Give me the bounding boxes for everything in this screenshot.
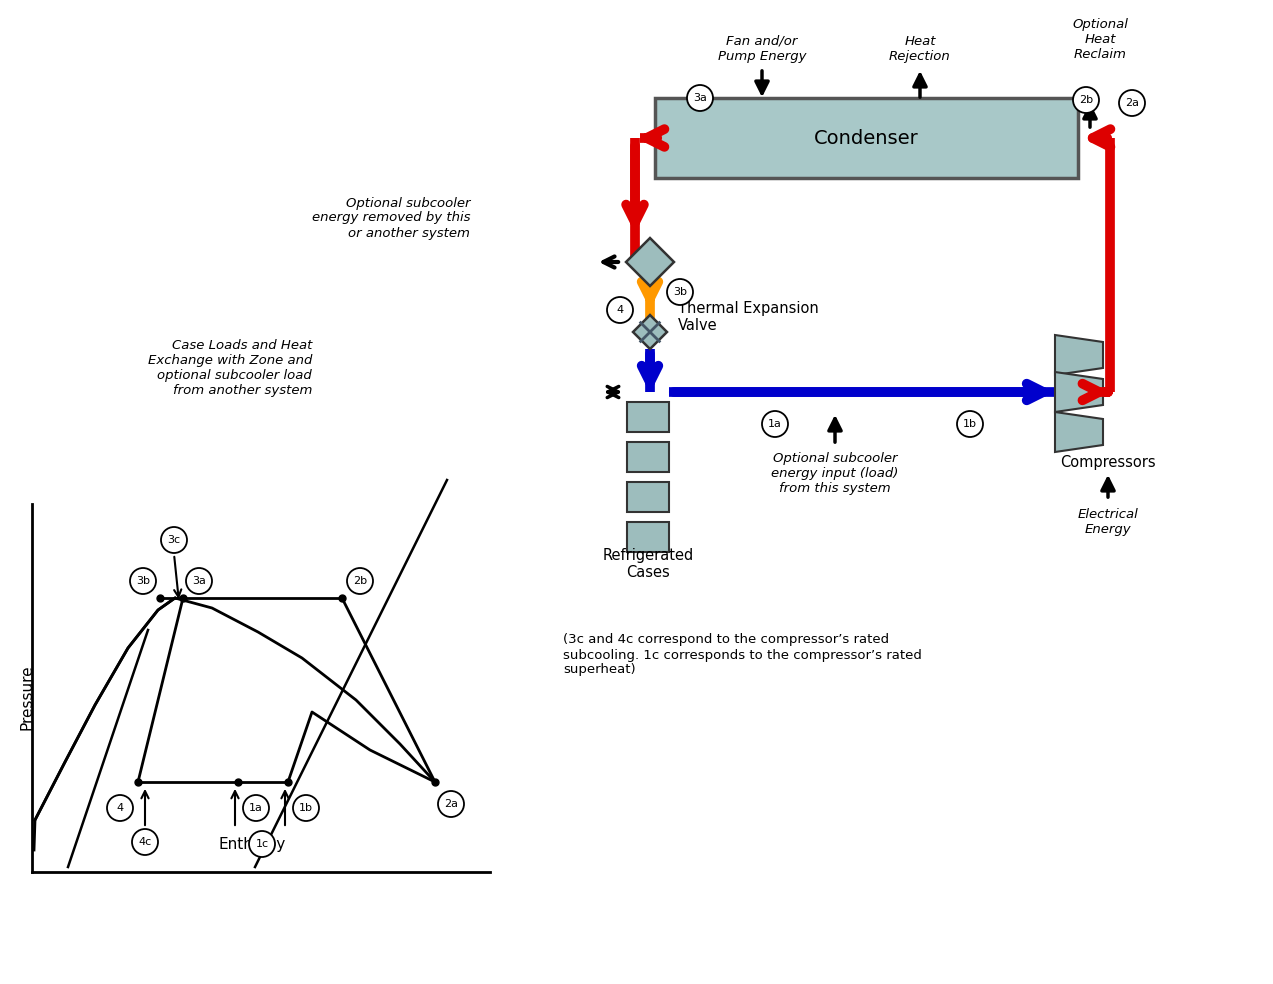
Text: 3b: 3b [673,287,687,297]
Circle shape [1073,87,1099,113]
Text: 2b: 2b [353,576,367,586]
Text: Optional subcooler
energy input (load)
from this system: Optional subcooler energy input (load) f… [771,452,899,495]
Circle shape [243,795,269,821]
FancyBboxPatch shape [628,442,670,472]
Circle shape [293,795,320,821]
Polygon shape [1055,335,1102,375]
Text: 3b: 3b [136,576,150,586]
Circle shape [130,568,157,594]
Text: Condenser: Condenser [815,129,919,148]
Polygon shape [1055,412,1102,452]
Text: 4c: 4c [139,837,151,847]
Text: 1c: 1c [256,839,269,849]
FancyBboxPatch shape [656,98,1078,178]
Text: 2a: 2a [444,799,458,809]
Text: Pressure: Pressure [19,664,34,730]
Polygon shape [626,238,673,286]
Polygon shape [633,315,667,349]
Text: Compressors: Compressors [1060,455,1156,470]
Text: (3c and 4c correspond to the compressor’s rated
subcooling. 1c corresponds to th: (3c and 4c correspond to the compressor’… [563,634,922,677]
Circle shape [957,411,983,437]
Text: 3a: 3a [192,576,206,586]
Text: Optional subcooler
energy removed by this
or another system: Optional subcooler energy removed by thi… [312,197,470,239]
Text: 1a: 1a [250,803,264,813]
Circle shape [607,297,633,323]
FancyBboxPatch shape [628,402,670,432]
FancyBboxPatch shape [628,482,670,512]
Circle shape [687,85,713,111]
Circle shape [186,568,213,594]
Text: Optional
Heat
Reclaim: Optional Heat Reclaim [1072,18,1128,61]
Circle shape [250,831,275,857]
Polygon shape [1055,372,1102,412]
Text: 2a: 2a [1125,98,1139,108]
Circle shape [160,527,187,553]
Text: 1a: 1a [768,419,782,429]
Text: Thermal Expansion
Valve: Thermal Expansion Valve [679,301,819,334]
FancyBboxPatch shape [628,522,670,552]
Text: Enthalpy: Enthalpy [219,837,285,852]
Circle shape [667,279,693,305]
Text: 2b: 2b [1080,95,1094,105]
Text: 3c: 3c [168,535,181,545]
Text: 4: 4 [616,305,624,315]
Text: 3a: 3a [693,93,707,103]
Text: 1b: 1b [299,803,313,813]
Circle shape [348,568,373,594]
Text: Heat
Rejection: Heat Rejection [889,35,951,63]
Text: 1b: 1b [962,419,976,429]
Circle shape [132,829,158,855]
Text: Refrigerated
Cases: Refrigerated Cases [602,548,694,581]
Text: Case Loads and Heat
Exchange with Zone and
optional subcooler load
from another : Case Loads and Heat Exchange with Zone a… [148,339,312,397]
Circle shape [1119,90,1144,116]
Circle shape [107,795,132,821]
Text: Electrical
Energy: Electrical Energy [1078,508,1138,536]
Circle shape [763,411,788,437]
Text: Fan and/or
Pump Energy: Fan and/or Pump Energy [718,35,806,63]
Text: 4: 4 [116,803,123,813]
Circle shape [438,791,463,817]
